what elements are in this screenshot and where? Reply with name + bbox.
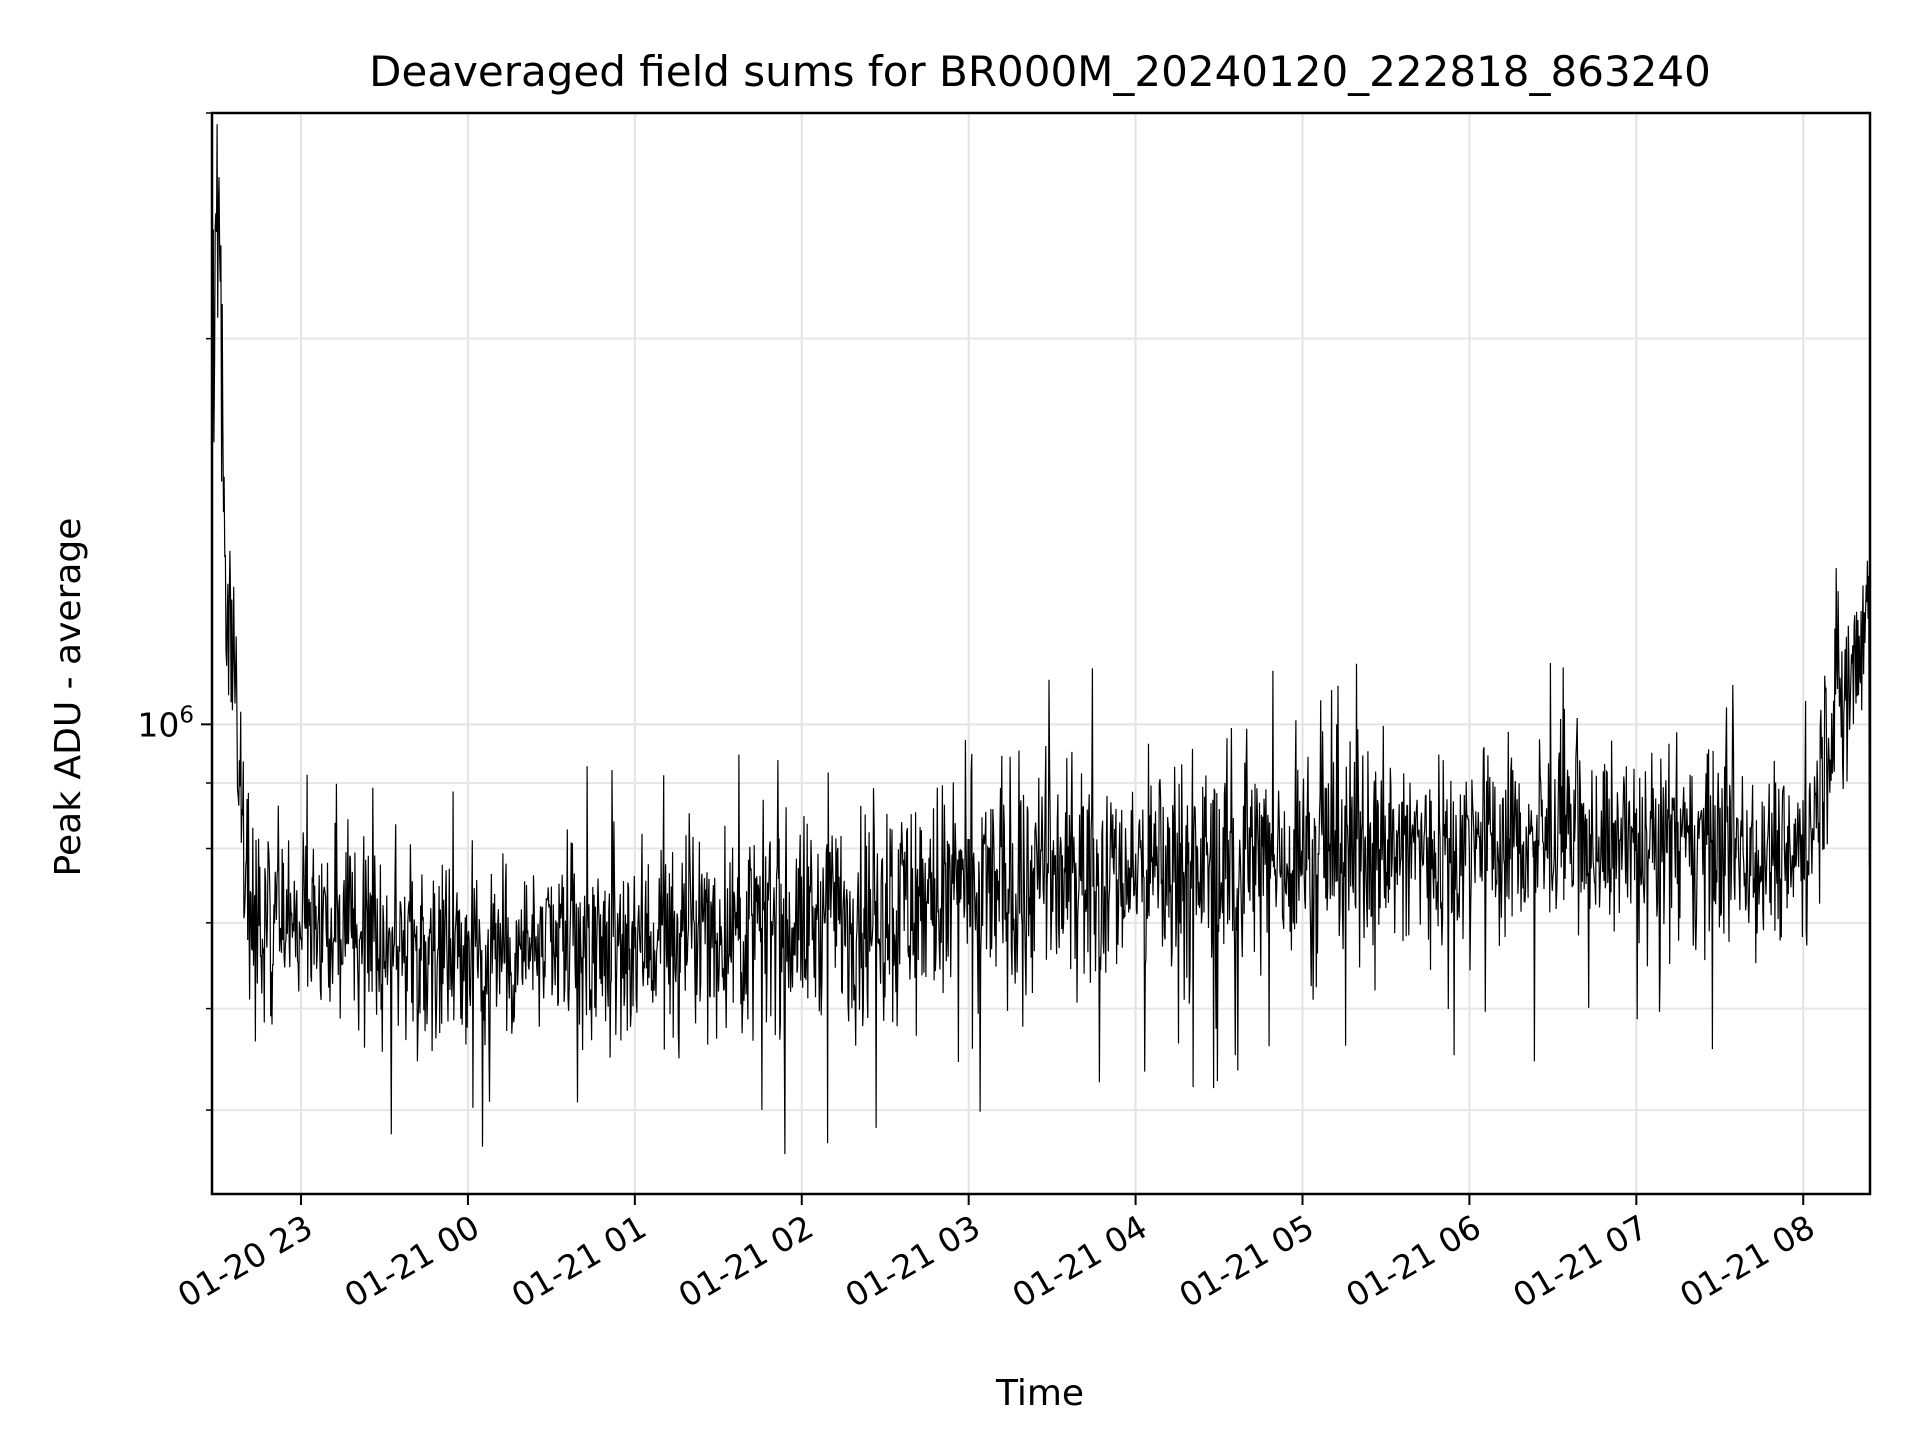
- x-axis-label: Time: [995, 1373, 1084, 1414]
- axes-frame: [210, 111, 1872, 1196]
- plot-area: [211, 124, 1871, 1155]
- chart-title: Deaveraged field sums for BR000M_2024012…: [369, 47, 1711, 96]
- y-tick-label: 106: [137, 702, 194, 744]
- series-line: [211, 124, 1871, 1155]
- y-axis-label: Peak ADU - average: [48, 518, 89, 877]
